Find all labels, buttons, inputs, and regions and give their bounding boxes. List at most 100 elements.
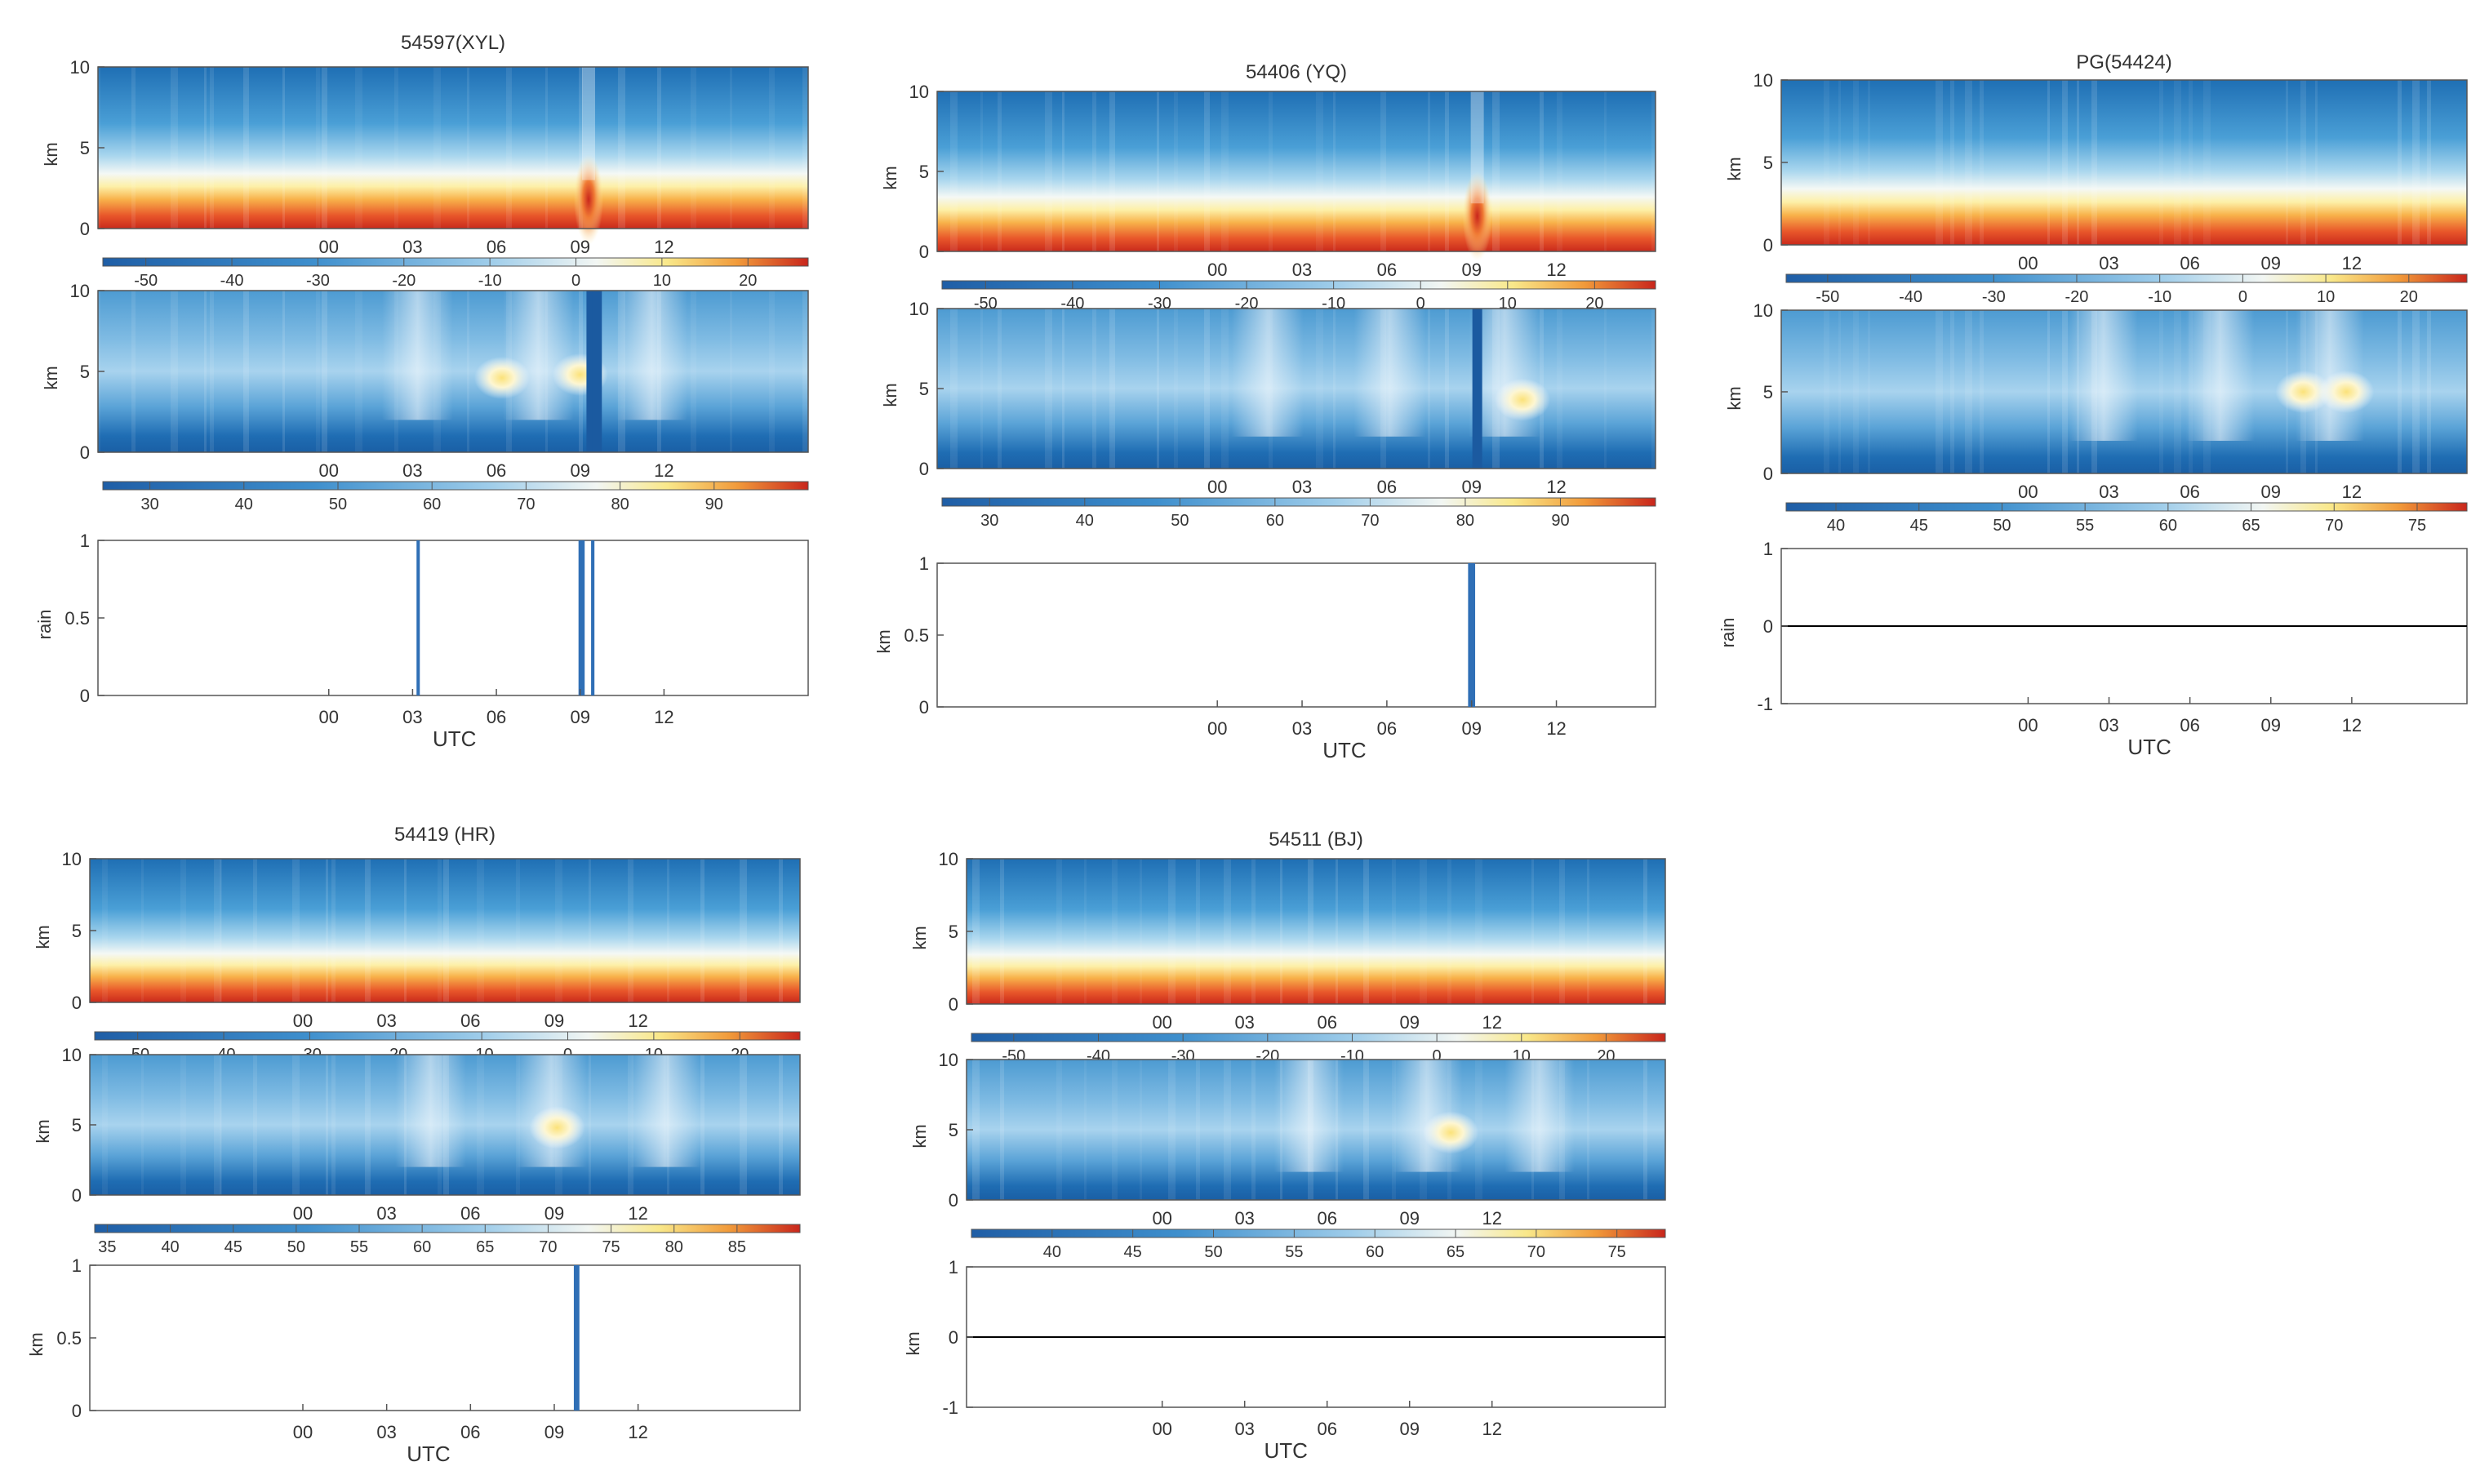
field-streak [2412, 80, 2420, 245]
field-streak [1868, 80, 1870, 245]
y-tick-label: 5 [919, 379, 929, 399]
y-axis-label: km [1724, 386, 1745, 410]
field-streak [355, 67, 362, 229]
field-streak [2159, 80, 2163, 245]
field-streak [355, 291, 362, 452]
field-streak [980, 309, 983, 469]
x-tick-label: 12 [654, 707, 673, 727]
field-streak [210, 291, 214, 452]
colorbar-tick-label: 75 [1608, 1243, 1626, 1261]
x-tick-label: 00 [293, 1203, 313, 1224]
field-streak [1475, 859, 1482, 1004]
field-streak [1092, 91, 1096, 251]
station-title: PG(54424) [2076, 51, 2171, 73]
x-tick-label: 09 [1461, 477, 1481, 497]
colorbar-tick-label: 0 [2238, 288, 2247, 306]
field-streak [1140, 859, 1142, 1004]
field-streak [1492, 91, 1500, 251]
y-tick-label: 5 [949, 1120, 958, 1140]
y-tick-label: 10 [62, 1045, 82, 1065]
y-tick-label: 1 [919, 553, 929, 574]
colorbar-tick-label: 65 [476, 1238, 494, 1256]
field-streak [1557, 91, 1562, 251]
colorbar-tick-label: 45 [1124, 1243, 1142, 1261]
field-streak [1559, 859, 1565, 1004]
field-streak [1316, 91, 1323, 251]
x-tick-label: 03 [1234, 1419, 1254, 1439]
field-streak [628, 859, 633, 1002]
field-streak [331, 1055, 336, 1195]
colorbar-tick-label: 40 [1076, 512, 1094, 530]
field-streak [1224, 1060, 1231, 1200]
field-streak [2159, 310, 2163, 473]
x-tick-label: 12 [2342, 715, 2362, 735]
field-streak [1980, 80, 1984, 245]
y-axis-label: km [880, 166, 900, 189]
field-streak [2412, 310, 2420, 473]
field-streak [2300, 80, 2306, 245]
x-tick-label: 06 [460, 1011, 480, 1031]
y-tick-label: 0 [1763, 616, 1773, 637]
x-tick-label: 06 [2180, 253, 2199, 273]
y-tick-label: -1 [942, 1397, 958, 1418]
y-axis-label: km [880, 383, 900, 407]
y-axis-label: km [33, 925, 53, 949]
field-streak [253, 1055, 257, 1195]
station-title: 54419 (HR) [394, 824, 496, 846]
field-streak [589, 859, 591, 1002]
colorbar-tick-label: 55 [350, 1238, 368, 1256]
field-streak [2062, 310, 2068, 473]
field-streak [220, 859, 222, 1002]
field-streak [1112, 859, 1118, 1004]
x-tick-label: 03 [402, 237, 422, 257]
field-streak [1950, 80, 1954, 245]
x-tick-label: 12 [2342, 253, 2362, 273]
station-title: 54597(XYL) [401, 32, 505, 54]
y-tick-label: 0 [1763, 235, 1773, 255]
field-streak [1475, 1060, 1482, 1200]
station-54419-hr-: 54419 (HR)0510km0003060912-50-40-30-20-1… [26, 824, 801, 1466]
colorbar-tick-label: 40 [161, 1238, 179, 1256]
colorbar-tick-label: 10 [653, 272, 671, 290]
field-streak [2398, 310, 2402, 473]
field-streak [141, 859, 144, 1002]
colorbar-tick-label: 75 [2408, 517, 2426, 535]
x-tick-label: 00 [293, 1422, 313, 1442]
temperature-plume [573, 153, 603, 245]
y-tick-label: 0 [949, 1190, 958, 1211]
field-streak [1587, 1060, 1589, 1200]
field-streak [316, 67, 320, 229]
colorbar-tick-label: 45 [1910, 517, 1928, 535]
field-streak [1221, 91, 1229, 251]
y-tick-label: 10 [1753, 70, 1773, 91]
x-tick-label: 09 [544, 1422, 564, 1442]
field-streak [700, 859, 704, 1002]
x-tick-label: 03 [1292, 260, 1312, 280]
x-tick-label: 09 [1399, 1012, 1419, 1033]
x-tick-label: 09 [1461, 718, 1481, 739]
colorbar-tick-label: 85 [728, 1238, 746, 1256]
panel-humidity: 0 5 10 km 00 03 06 09 12 30 40 50 60 70 80 90 [41, 281, 810, 513]
field-streak [131, 291, 136, 452]
x-tick-label: 06 [460, 1203, 480, 1224]
x-tick-label: 12 [628, 1011, 647, 1031]
y-tick-label: 1 [72, 1255, 82, 1276]
colorbar-tick-label: -50 [134, 272, 158, 290]
x-tick-label: 00 [1207, 477, 1227, 497]
field-streak [1540, 91, 1544, 251]
colorbar-tick-label: -30 [306, 272, 330, 290]
x-tick-label: 06 [1317, 1208, 1336, 1229]
y-tick-label: 0.5 [56, 1328, 82, 1348]
humidity-maximum [2275, 371, 2331, 413]
humidity-haze [1505, 1060, 1575, 1172]
field-streak [1112, 1060, 1118, 1200]
field-streak [292, 859, 300, 1002]
rain-bar [573, 1265, 580, 1411]
field-streak [1838, 80, 1841, 245]
x-tick-label: 06 [487, 460, 506, 481]
colorbar-tick-label: 35 [98, 1238, 116, 1256]
y-tick-label: 0 [72, 1185, 82, 1206]
field-streak [467, 291, 469, 452]
y-tick-label: 0 [72, 993, 82, 1013]
